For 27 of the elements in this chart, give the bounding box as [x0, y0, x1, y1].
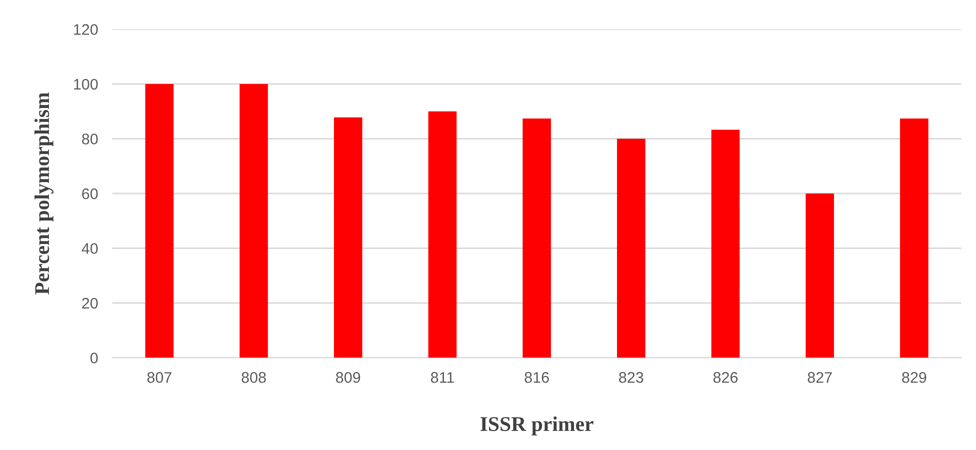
y-tick-label: 80 [82, 134, 98, 144]
x-tick-label: 809 [336, 372, 360, 383]
y-tick-label: 0 [90, 352, 98, 364]
bar [240, 84, 268, 358]
x-tick-label: 823 [619, 372, 644, 383]
y-tick-label: 60 [82, 188, 98, 200]
x-tick-label: 811 [430, 372, 454, 383]
y-tick-label: 40 [82, 243, 98, 254]
bar [522, 118, 551, 358]
x-tick-label: 816 [524, 372, 549, 383]
x-tick-label: 808 [242, 372, 266, 383]
bar [616, 138, 646, 358]
y-tick-label: 100 [74, 78, 98, 90]
x-tick-label: 807 [147, 372, 172, 383]
bar [711, 130, 740, 358]
bar [806, 194, 834, 358]
bar [145, 84, 174, 358]
x-tick-label: 829 [902, 372, 926, 383]
x-tick-label: 826 [713, 372, 738, 383]
y-axis-title: Percent polymorphism [34, 92, 54, 295]
y-tick-label: 20 [82, 298, 98, 309]
x-axis-title: ISSR primer [480, 416, 594, 436]
bar [334, 117, 362, 358]
y-tick-label: 120 [74, 24, 98, 35]
bar [428, 111, 457, 358]
bar [900, 118, 928, 358]
x-tick-label: 827 [808, 372, 832, 383]
